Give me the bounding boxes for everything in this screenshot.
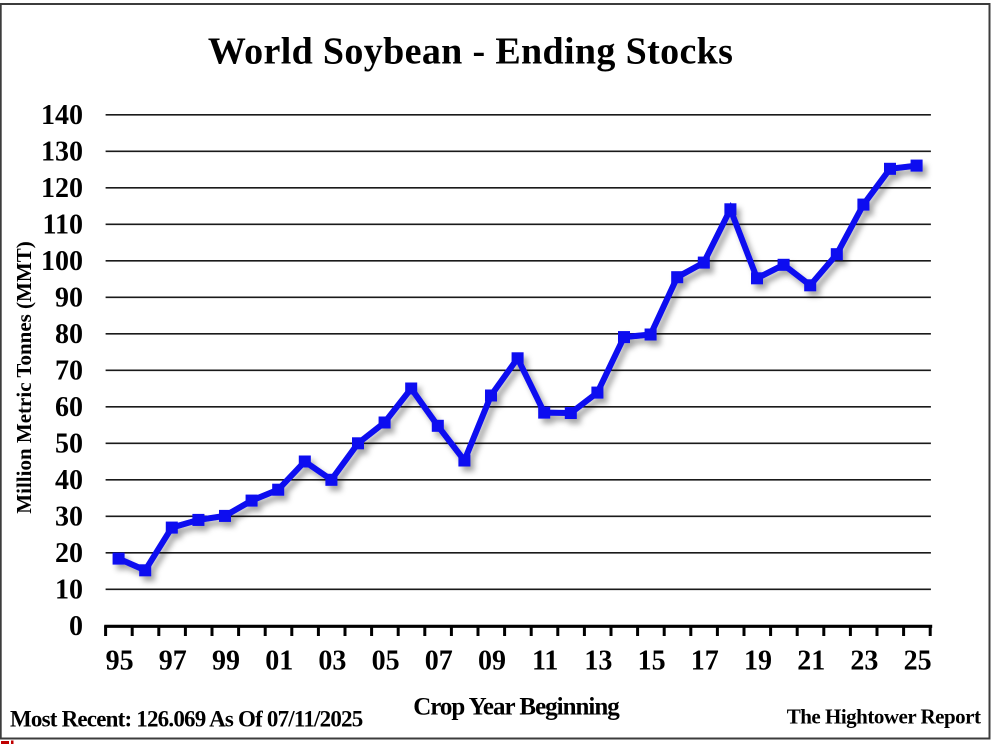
svg-text:Crop Year Beginning: Crop Year Beginning — [413, 694, 620, 721]
svg-text:The Hightower Report: The Hightower Report — [787, 705, 981, 729]
svg-text:60: 60 — [55, 392, 83, 423]
svg-text:19: 19 — [744, 646, 772, 677]
svg-text:09: 09 — [478, 646, 506, 677]
svg-text:95: 95 — [106, 646, 134, 677]
svg-text:01: 01 — [265, 646, 293, 677]
svg-text:13: 13 — [584, 646, 612, 677]
svg-text:20: 20 — [55, 538, 83, 569]
svg-text:17: 17 — [691, 646, 719, 677]
svg-text:11: 11 — [532, 646, 558, 677]
svg-text:25: 25 — [904, 646, 932, 677]
svg-text:80: 80 — [55, 319, 83, 350]
svg-text:30: 30 — [55, 501, 83, 532]
svg-text:90: 90 — [55, 282, 83, 313]
svg-text:97: 97 — [159, 646, 187, 677]
svg-text:Million Metric Tonnes (MMT): Million Metric Tonnes (MMT) — [12, 241, 36, 513]
svg-text:07: 07 — [425, 646, 453, 677]
svg-text:140: 140 — [41, 100, 83, 131]
svg-text:21: 21 — [797, 646, 825, 677]
svg-text:100: 100 — [41, 246, 83, 277]
svg-text:10: 10 — [55, 574, 83, 605]
svg-text:110: 110 — [43, 209, 83, 240]
svg-text:23: 23 — [850, 646, 878, 677]
svg-text:40: 40 — [55, 465, 83, 496]
svg-text:World Soybean - Ending Stocks: World Soybean - Ending Stocks — [208, 31, 733, 73]
svg-text:70: 70 — [55, 355, 83, 386]
svg-text:15: 15 — [638, 646, 666, 677]
svg-text:0: 0 — [69, 611, 83, 642]
svg-text:50: 50 — [55, 428, 83, 459]
svg-text:130: 130 — [41, 136, 83, 167]
svg-text:03: 03 — [318, 646, 346, 677]
svg-text:120: 120 — [41, 173, 83, 204]
svg-text:99: 99 — [212, 646, 240, 677]
svg-text:05: 05 — [372, 646, 400, 677]
svg-text:Most Recent: 126.069 As Of 07/: Most Recent: 126.069 As Of 07/11/2025 — [10, 707, 363, 732]
